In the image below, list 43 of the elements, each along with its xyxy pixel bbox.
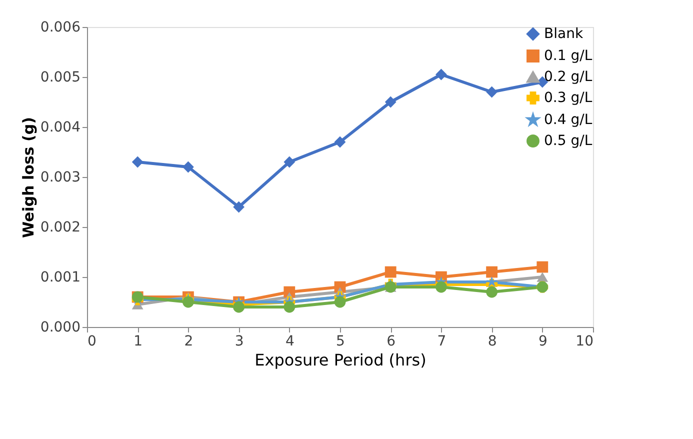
x-tick-label: 6 <box>386 334 396 350</box>
legend-label: 0.4 g/L <box>544 112 592 128</box>
point <box>486 286 498 298</box>
y-tick-label: 0.003 <box>40 170 80 186</box>
point <box>284 156 296 168</box>
x-tick-label: 9 <box>538 334 548 350</box>
y-tick-label: 0.001 <box>40 270 80 286</box>
point <box>486 266 498 278</box>
x-tick-label: 4 <box>285 334 294 350</box>
point <box>436 281 447 293</box>
point <box>334 136 346 148</box>
point <box>334 296 346 308</box>
legend-label: 0.3 g/L <box>544 90 592 106</box>
x-axis-title: Exposure Period (hrs) <box>254 350 426 370</box>
point <box>486 86 498 98</box>
point <box>436 68 447 80</box>
x-tick-label: 3 <box>234 334 244 350</box>
legend-label: 0.1 g/L <box>544 48 592 64</box>
point <box>384 96 396 108</box>
x-tick-label: 1 <box>134 334 143 350</box>
y-tick-label: 0.005 <box>40 70 80 86</box>
point <box>384 266 396 278</box>
legend-label: 0.2 g/L <box>544 69 592 85</box>
point <box>536 272 548 282</box>
point <box>132 156 144 168</box>
x-tick-label: 10 <box>576 334 594 350</box>
x-tick-label: 2 <box>184 334 194 350</box>
y-tick-label: 0.000 <box>40 320 80 336</box>
point <box>284 301 296 313</box>
y-tick-label: 0.002 <box>40 220 80 236</box>
legend-label: Blank <box>544 26 584 42</box>
x-tick-label: 0 <box>88 334 96 350</box>
point <box>182 296 194 308</box>
x-tick-label: 8 <box>488 334 497 350</box>
y-tick-label: 0.004 <box>40 120 81 136</box>
y-axis-title: Weigh loss (g) <box>19 117 38 238</box>
legend-label: 0.5 g/L <box>544 133 592 149</box>
point <box>536 261 548 273</box>
point <box>233 201 244 213</box>
y-tick-label: 0.006 <box>40 20 81 36</box>
x-tick-label: 5 <box>336 334 345 350</box>
point <box>182 161 194 173</box>
x-tick-label: 7 <box>437 334 446 350</box>
